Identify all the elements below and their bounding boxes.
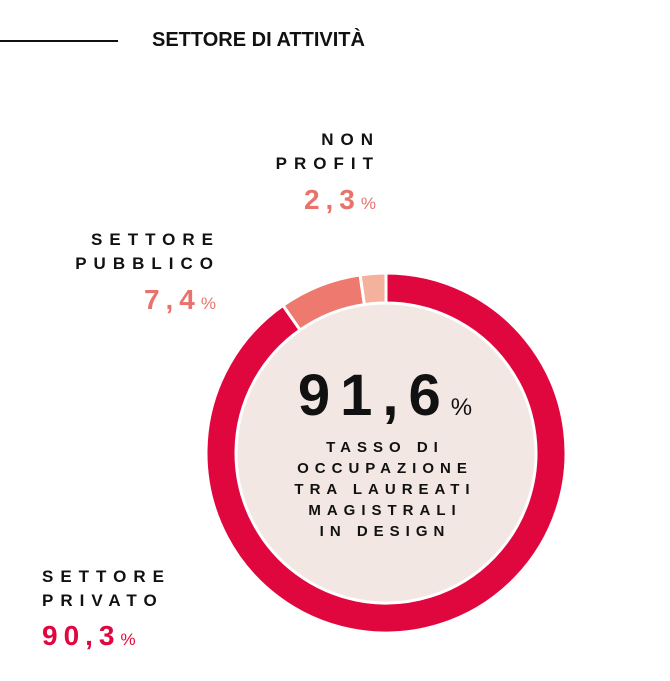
- center-stat: 91,6% TASSO DI OCCUPAZIONE TRA LAUREATI …: [255, 362, 515, 542]
- label-nonprofit: NON PROFIT: [276, 128, 380, 176]
- value-number: 90,3: [42, 620, 121, 651]
- label-line: PRIVATO: [42, 591, 164, 610]
- donut-center-disc: [236, 303, 536, 603]
- label-line: PROFIT: [275, 154, 380, 173]
- label-line: PUBBLICO: [75, 254, 220, 273]
- label-line: SETTORE: [91, 230, 220, 249]
- label-line: SETTORE: [42, 567, 171, 586]
- employment-rate: 91,6%: [255, 362, 515, 429]
- value-privato: 90,3%: [42, 620, 136, 652]
- caption-line: TRA LAUREATI: [294, 481, 476, 498]
- section-title: SETTORE DI ATTIVITÀ: [152, 29, 365, 51]
- value-unit: %: [360, 194, 376, 213]
- caption-line: IN DESIGN: [319, 523, 451, 540]
- employment-rate-caption: TASSO DI OCCUPAZIONE TRA LAUREATI MAGIST…: [255, 437, 515, 542]
- label-line: NON: [321, 130, 380, 149]
- value-pubblico: 7,4%: [144, 284, 216, 316]
- label-pubblico: SETTORE PUBBLICO: [75, 228, 220, 276]
- value-nonprofit: 2,3%: [304, 184, 376, 216]
- value-number: 7,4: [143, 284, 201, 315]
- slice-nonprofit: [358, 271, 388, 307]
- caption-line: MAGISTRALI: [308, 502, 462, 519]
- employment-rate-value: 91,6: [297, 363, 451, 428]
- value-number: 2,3: [303, 184, 361, 215]
- caption-line: TASSO DI: [326, 439, 444, 456]
- header-rule: [0, 40, 118, 42]
- value-unit: %: [120, 630, 136, 649]
- slice-privato: [204, 271, 568, 635]
- value-unit: %: [200, 294, 216, 313]
- label-privato: SETTORE PRIVATO: [42, 565, 171, 613]
- employment-rate-unit: %: [450, 394, 473, 421]
- caption-line: OCCUPAZIONE: [297, 460, 473, 477]
